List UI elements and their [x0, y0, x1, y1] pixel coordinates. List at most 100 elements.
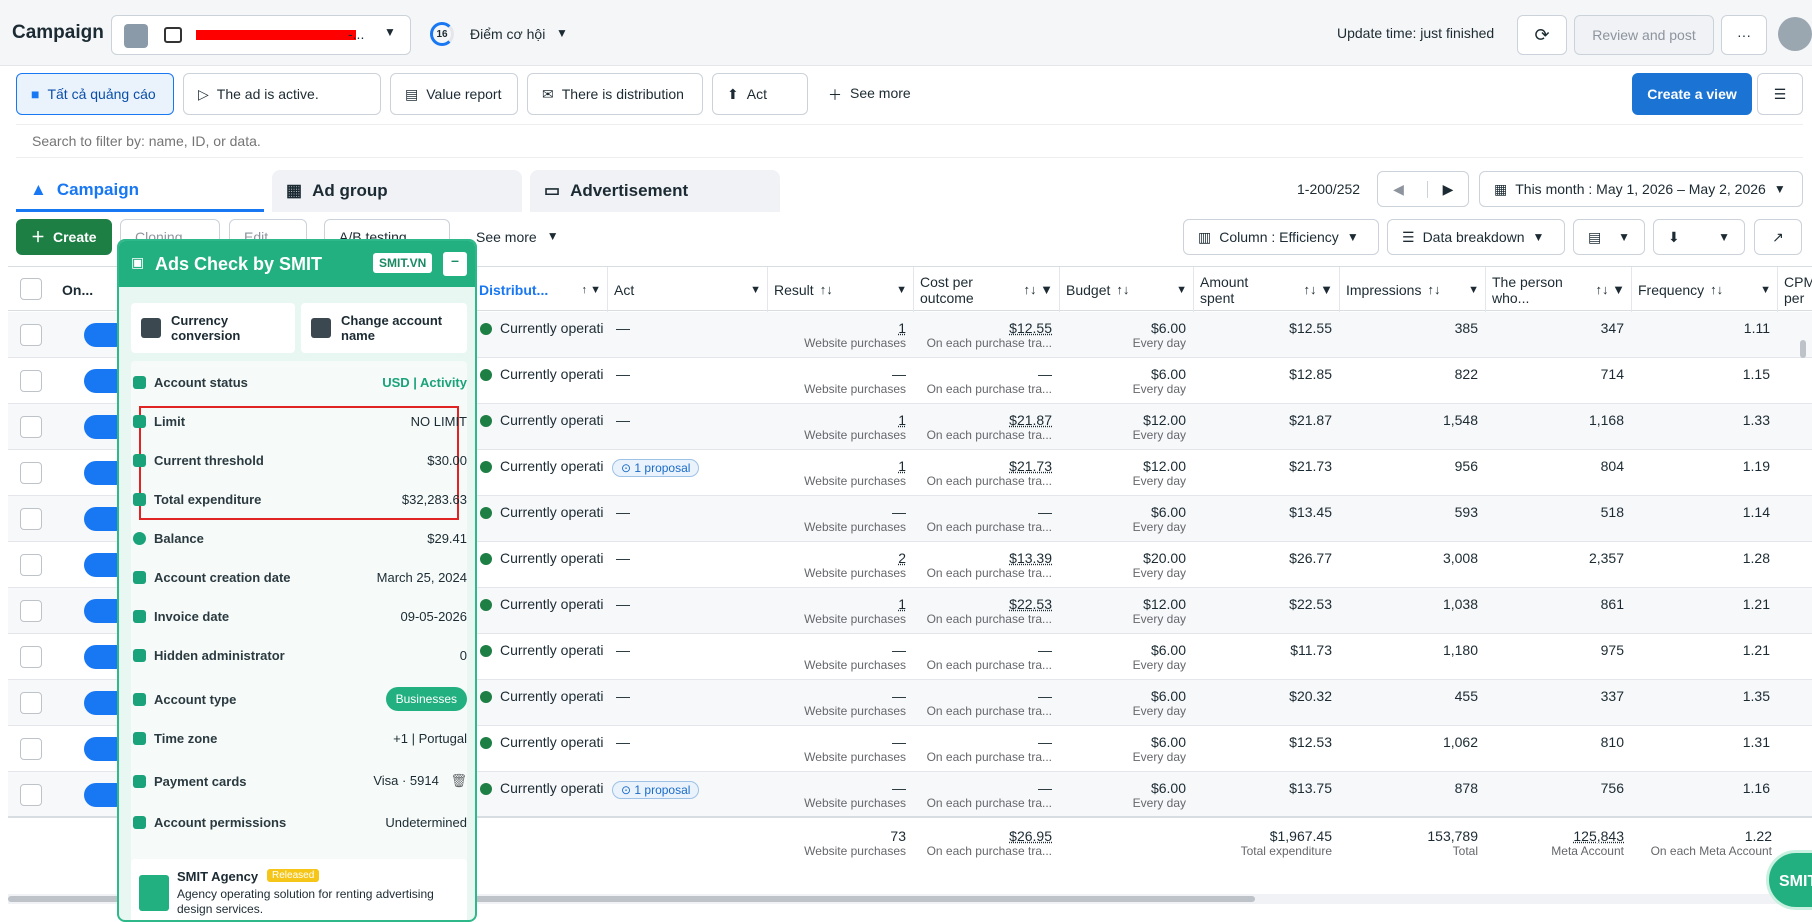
row-amount-spent: $26.77: [1289, 550, 1332, 566]
tab-label: Ad group: [312, 181, 388, 200]
row-checkbox[interactable]: [20, 600, 42, 622]
col-result[interactable]: Result ↑↓ ▼: [768, 267, 914, 312]
filter-all-ads[interactable]: ■ Tất cả quảng cáo: [16, 73, 174, 115]
col-frequency[interactable]: Frequency ↑↓ ▼: [1632, 267, 1778, 312]
column-label: Column : Efficiency: [1219, 229, 1339, 245]
row-checkbox[interactable]: [20, 646, 42, 668]
row-checkbox[interactable]: [20, 508, 42, 530]
row-checkbox[interactable]: [20, 554, 42, 576]
row-reach: 804: [1600, 458, 1624, 474]
row-budget: $6.00 Every day: [1132, 734, 1186, 764]
chevron-down-icon[interactable]: ▼: [556, 26, 568, 40]
prev-page-icon[interactable]: ◀: [1393, 180, 1404, 197]
payment-card-value: Visa · 5914: [373, 773, 439, 788]
row-reach: 337: [1600, 688, 1624, 704]
invoice-date-row: Invoice date 09-05-2026: [133, 609, 467, 624]
col-on[interactable]: On...: [56, 267, 124, 312]
row-reach: 975: [1600, 642, 1624, 658]
account-selector[interactable]: -... ▼: [111, 15, 411, 55]
select-all-checkbox[interactable]: [20, 278, 42, 300]
currency-conversion-button[interactable]: Currency conversion: [131, 303, 295, 353]
proposal-badge[interactable]: ⊙ 1 proposal: [612, 459, 700, 477]
change-account-name-button[interactable]: Change account name: [301, 303, 467, 353]
row-distribution: Currently operating: [480, 642, 604, 658]
row-checkbox[interactable]: [20, 738, 42, 760]
chevron-down-icon: ▼: [1618, 230, 1630, 244]
create-button[interactable]: ＋ Create: [16, 219, 112, 255]
limit-icon: [133, 415, 146, 428]
row-checkbox[interactable]: [20, 692, 42, 714]
chevron-down-icon: ▼: [1773, 182, 1786, 196]
col-reach[interactable]: The person who... ↑↓ ▼: [1486, 267, 1632, 312]
smit-fab-button[interactable]: SMIT: [1766, 850, 1812, 910]
row-budget: $6.00 Every day: [1132, 780, 1186, 810]
row-cost-per-outcome: $12.55 On each purchase tra...: [926, 320, 1052, 350]
tab-advertisement[interactable]: ▭ Advertisement: [530, 170, 780, 212]
minimize-button[interactable]: –: [443, 252, 467, 276]
row-act: —: [616, 550, 630, 566]
row-checkbox[interactable]: [20, 784, 42, 806]
horizontal-scrollbar[interactable]: [8, 894, 1812, 904]
agency-logo-icon: [139, 875, 169, 911]
user-avatar[interactable]: [1778, 17, 1812, 51]
row-amount-spent: $13.45: [1289, 504, 1332, 520]
data-breakdown-selector[interactable]: ☰ Data breakdown ▼: [1387, 219, 1565, 255]
status-dot-icon: [480, 645, 492, 658]
tab-campaign[interactable]: ▲ Campaign: [16, 170, 264, 212]
row-impressions: 3,008: [1442, 550, 1478, 566]
proposal-badge[interactable]: ⊙ 1 proposal: [612, 781, 700, 799]
status-dot-icon: [480, 691, 492, 704]
date-range-picker[interactable]: ▦ This month : May 1, 2026 – May 2, 2026 ▼: [1479, 171, 1803, 207]
filter-settings-button[interactable]: ☰: [1757, 73, 1803, 115]
vertical-scrollbar[interactable]: [1800, 340, 1806, 358]
toolbar-see-more[interactable]: See more ▼: [476, 229, 559, 245]
create-view-button[interactable]: Create a view: [1632, 73, 1752, 115]
column-selector[interactable]: ▥ Column : Efficiency ▼: [1183, 219, 1379, 255]
filter-value-report[interactable]: ▤ Value report: [390, 73, 518, 115]
row-amount-spent: $12.55: [1289, 320, 1332, 336]
row-cost-per-outcome: — On each purchase tra...: [926, 688, 1052, 718]
search-input[interactable]: [16, 124, 1803, 158]
filter-act[interactable]: ⬆ Act: [712, 73, 808, 115]
limit-value: NO LIMIT: [410, 414, 467, 429]
review-and-post-button[interactable]: Review and post: [1574, 15, 1714, 55]
row-checkbox[interactable]: [20, 462, 42, 484]
columns-icon: ▥: [1198, 228, 1212, 245]
reports-button[interactable]: ▤ ▼: [1573, 219, 1645, 255]
smit-tag[interactable]: SMIT.VN: [373, 253, 433, 273]
col-impressions[interactable]: Impressions ↑↓ ▼: [1340, 267, 1486, 312]
see-more-filters[interactable]: ＋ See more: [828, 85, 911, 105]
currency-icon: [141, 318, 161, 338]
status-dot-icon: [480, 599, 492, 612]
row-act: —: [616, 366, 630, 382]
refresh-button[interactable]: ⟳: [1517, 15, 1567, 55]
row-checkbox[interactable]: [20, 416, 42, 438]
col-label: The person who...: [1492, 273, 1563, 306]
col-distribution[interactable]: Distribut... ↑ ▼: [473, 267, 608, 312]
filter-distribution[interactable]: ✉ There is distribution: [527, 73, 703, 115]
row-reach: 861: [1600, 596, 1624, 612]
smit-agency-card[interactable]: SMIT Agency Released Agency operating so…: [131, 859, 467, 920]
row-checkbox[interactable]: [20, 370, 42, 392]
more-options-button[interactable]: ···: [1721, 15, 1767, 55]
tab-ad-group[interactable]: ▦ Ad group: [272, 170, 522, 212]
col-budget[interactable]: Budget ↑↓ ▼: [1060, 267, 1194, 312]
col-act[interactable]: Act ▼: [608, 267, 768, 312]
row-act: —: [616, 688, 630, 704]
chart-button[interactable]: ↗: [1754, 219, 1802, 255]
row-reach: 810: [1600, 734, 1624, 750]
row-checkbox[interactable]: [20, 324, 42, 346]
opportunity-score-label[interactable]: Điểm cơ hội: [470, 26, 546, 42]
download-icon: ⬇: [1668, 228, 1680, 245]
filter-ad-active[interactable]: ▷ The ad is active.: [183, 73, 381, 115]
col-amount-spent[interactable]: Amount spent ↑↓ ▼: [1194, 267, 1340, 312]
row-frequency: 1.15: [1742, 366, 1770, 382]
change-label: Change account name: [341, 313, 443, 343]
trash-icon[interactable]: 🗑: [450, 773, 467, 788]
filter-label: Act: [746, 86, 767, 102]
col-cost-per-outcome[interactable]: Cost per outcome ↑↓ ▼: [914, 267, 1060, 312]
next-page-icon[interactable]: ▶: [1426, 180, 1468, 198]
export-button[interactable]: ⬇ ▼: [1653, 219, 1745, 255]
col-cpm[interactable]: CPM per: [1778, 267, 1812, 312]
edit-icon: [311, 318, 331, 338]
